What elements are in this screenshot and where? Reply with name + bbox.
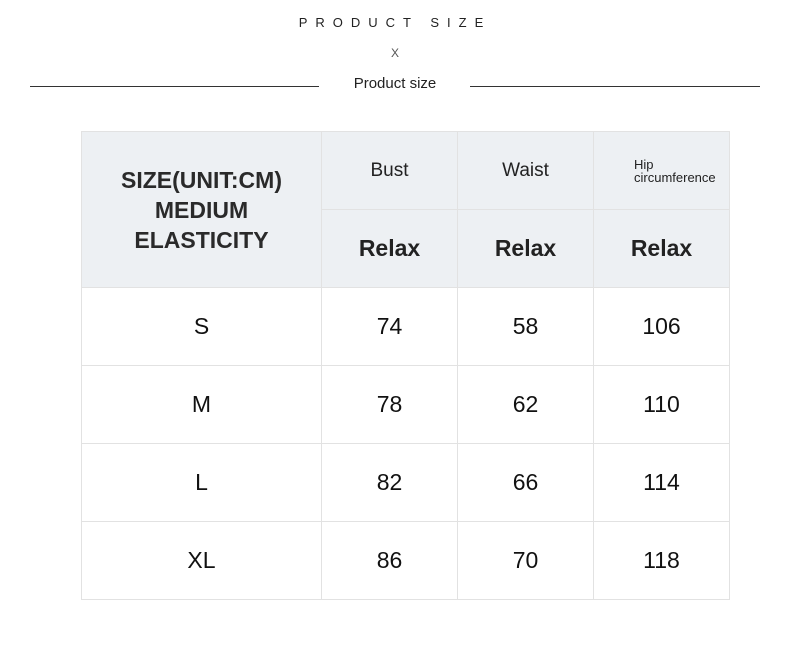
table-cell: 106: [593, 287, 730, 366]
table-cell: 62: [457, 365, 594, 444]
table-cell: 70: [457, 521, 594, 600]
fit-header: Relax: [321, 209, 458, 288]
fit-header: Relax: [593, 209, 730, 288]
table-cell: 118: [593, 521, 730, 600]
table-row: M 78 62 110: [81, 365, 730, 444]
col-header-hip: Hip circumference: [593, 131, 730, 210]
table-row: L 82 66 114: [81, 443, 730, 522]
table-cell: 110: [593, 365, 730, 444]
col-header-bust: Bust: [321, 131, 458, 210]
size-label: S: [81, 287, 322, 366]
size-label: XL: [81, 521, 322, 600]
table-cell: 86: [321, 521, 458, 600]
subheading: Product size: [353, 75, 437, 92]
table-cell: 78: [321, 365, 458, 444]
corner-header: SIZE(UNIT:CM) MEDIUM ELASTICITY: [81, 131, 322, 288]
size-table: SIZE(UNIT:CM) MEDIUM ELASTICITY Bust Waist…: [81, 131, 730, 600]
size-label: M: [81, 365, 322, 444]
table-cell: 82: [321, 443, 458, 522]
col-header-waist: Waist: [457, 131, 594, 210]
size-label: L: [81, 443, 322, 522]
divider-left: [30, 86, 319, 87]
divider-right: [470, 86, 760, 87]
table-row: XL 86 70 118: [81, 521, 730, 600]
page-heading: PRODUCT SIZE: [298, 15, 492, 30]
table-row: S 74 58 106: [81, 287, 730, 366]
table-cell: 66: [457, 443, 594, 522]
table-cell: 74: [321, 287, 458, 366]
table-cell: 58: [457, 287, 594, 366]
fit-header: Relax: [457, 209, 594, 288]
separator-mark: X: [390, 46, 399, 60]
table-cell: 114: [593, 443, 730, 522]
